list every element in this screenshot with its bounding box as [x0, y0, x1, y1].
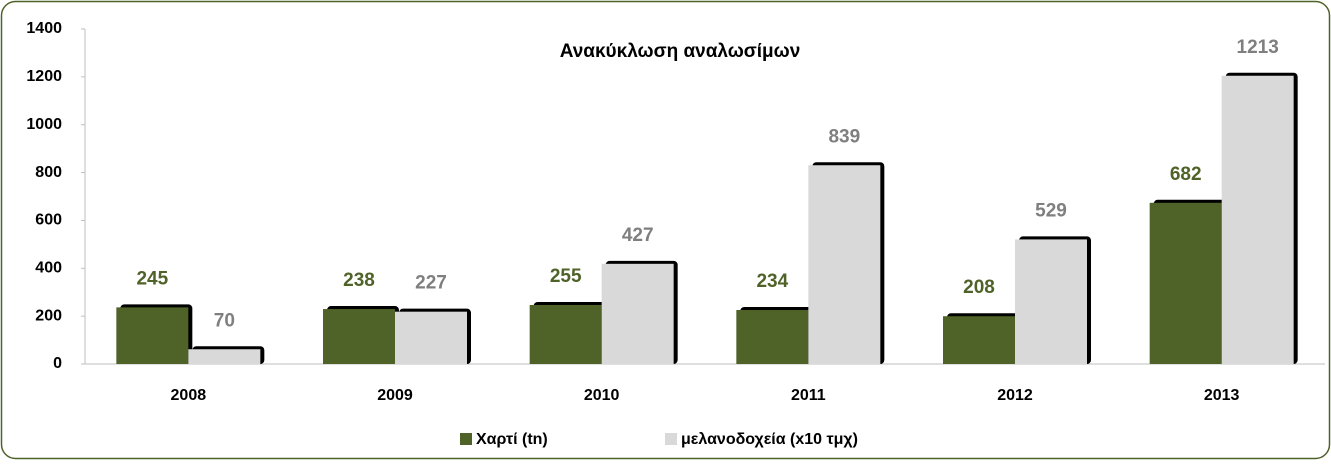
bar: [323, 309, 395, 364]
y-tick-label: 400: [35, 260, 62, 277]
data-label: 1213: [1237, 37, 1279, 58]
bar: [943, 316, 1015, 364]
chart-title: Ανακύκλωση αναλωσίμων: [560, 41, 801, 62]
bar: [395, 311, 467, 364]
y-tick-label: 0: [53, 355, 62, 372]
bar: [1149, 202, 1222, 364]
x-tick-label: 2011: [791, 387, 826, 404]
data-label: 529: [1035, 200, 1067, 221]
legend-swatch: [460, 433, 472, 445]
x-tick-label: 2008: [171, 387, 207, 404]
data-label: 427: [622, 225, 654, 246]
y-tick-label: 600: [35, 212, 62, 229]
data-label: 682: [1170, 164, 1202, 185]
data-label: 238: [343, 270, 375, 291]
legend-label: μελανοδοχεία (x10 τμχ): [681, 431, 858, 448]
bar: [736, 310, 809, 364]
x-tick-label: 2012: [997, 387, 1033, 404]
legend-swatch: [665, 433, 677, 445]
bar: [1015, 239, 1087, 364]
data-label: 208: [963, 277, 995, 298]
bar: [188, 349, 261, 364]
y-tick-label: 1000: [26, 116, 62, 133]
legend-label: Χαρτί (tn): [476, 431, 548, 448]
data-label: 234: [756, 271, 788, 292]
data-label: 227: [415, 273, 447, 294]
y-tick-label: 200: [35, 307, 62, 324]
data-label: 245: [136, 268, 168, 289]
data-label: 839: [828, 126, 860, 147]
x-tick-label: 2013: [1204, 387, 1240, 404]
bar: [529, 304, 602, 364]
x-tick-label: 2010: [584, 387, 620, 404]
y-tick-label: 800: [35, 164, 62, 181]
x-tick-label: 2009: [377, 387, 413, 404]
bar: [601, 263, 674, 364]
y-tick-label: 1200: [26, 68, 62, 85]
bar: [1221, 75, 1294, 364]
y-tick-label: 1400: [26, 20, 62, 37]
bar: [116, 307, 189, 364]
data-label: 70: [214, 310, 235, 331]
bar: [808, 165, 881, 364]
data-label: 255: [550, 266, 582, 287]
